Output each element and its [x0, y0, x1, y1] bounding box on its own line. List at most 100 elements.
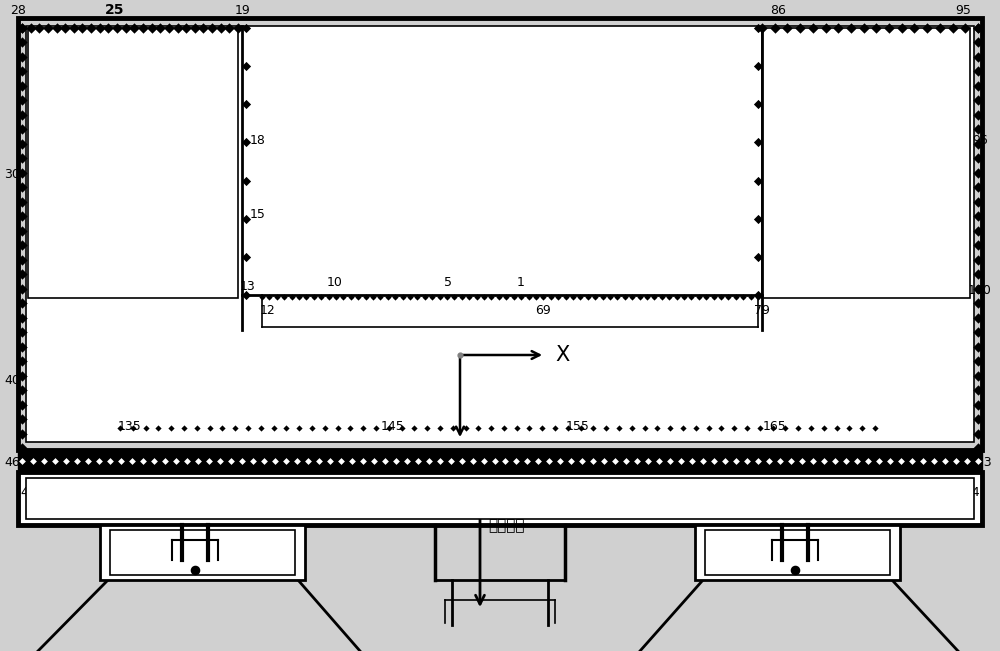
Point — [750, 137, 766, 148]
Point — [25, 456, 41, 466]
Point — [726, 422, 742, 433]
Point — [358, 292, 374, 302]
Point — [14, 341, 30, 352]
Point — [750, 456, 766, 466]
Point — [713, 292, 729, 302]
Bar — [26, 478, 974, 519]
Point — [343, 292, 359, 302]
Point — [565, 292, 581, 302]
Point — [14, 414, 30, 424]
Bar — [705, 530, 890, 575]
Point — [550, 292, 566, 302]
Point — [14, 327, 30, 337]
Point — [14, 385, 30, 395]
Point — [750, 99, 766, 109]
Point — [366, 456, 382, 466]
Point — [112, 422, 128, 433]
Point — [214, 422, 230, 433]
Point — [125, 422, 141, 433]
Text: 155: 155 — [566, 421, 590, 434]
Point — [213, 23, 229, 33]
Point — [640, 456, 656, 466]
Point — [970, 153, 986, 163]
Point — [256, 456, 272, 466]
Point — [970, 456, 986, 466]
Point — [970, 298, 986, 309]
Point — [138, 422, 154, 433]
Point — [432, 422, 448, 433]
Point — [535, 292, 551, 302]
Point — [487, 456, 503, 466]
Point — [14, 356, 30, 367]
Text: 68: 68 — [465, 486, 481, 499]
Point — [698, 292, 714, 302]
Point — [970, 95, 986, 105]
Point — [230, 23, 246, 33]
Point — [240, 422, 256, 433]
Bar — [18, 472, 982, 525]
Point — [245, 456, 261, 466]
Point — [195, 23, 211, 33]
Point — [445, 422, 461, 433]
Point — [381, 422, 397, 433]
Point — [646, 292, 662, 302]
Point — [547, 422, 563, 433]
Point — [541, 456, 557, 466]
Text: 134: 134 — [468, 505, 492, 518]
Point — [970, 211, 986, 221]
Point — [706, 456, 722, 466]
Point — [344, 456, 360, 466]
Point — [728, 292, 744, 302]
Bar — [695, 525, 900, 580]
Point — [238, 61, 254, 72]
Point — [146, 456, 162, 466]
Point — [432, 456, 448, 466]
Point — [204, 23, 220, 33]
Point — [777, 422, 793, 433]
Point — [439, 292, 455, 302]
Point — [58, 456, 74, 466]
Point — [735, 292, 751, 302]
Point — [959, 456, 975, 466]
Point — [23, 23, 39, 33]
Point — [739, 456, 755, 466]
Text: 113: 113 — [968, 456, 992, 469]
Text: 28: 28 — [10, 3, 26, 16]
Point — [80, 456, 96, 466]
Point — [563, 456, 579, 466]
Point — [234, 456, 250, 466]
Point — [585, 422, 601, 433]
Point — [948, 456, 964, 466]
Point — [388, 456, 404, 466]
Point — [163, 422, 179, 433]
Point — [14, 399, 30, 409]
Point — [829, 422, 845, 433]
Point — [654, 292, 670, 302]
Text: 69: 69 — [535, 303, 551, 316]
Text: 114: 114 — [956, 486, 980, 499]
Point — [476, 456, 492, 466]
Text: 13: 13 — [240, 281, 256, 294]
Point — [74, 23, 90, 33]
Point — [377, 456, 393, 466]
Point — [179, 456, 195, 466]
Point — [317, 422, 333, 433]
Point — [805, 23, 821, 33]
Point — [238, 252, 254, 262]
Point — [417, 292, 433, 302]
Point — [970, 443, 986, 453]
Point — [683, 292, 699, 302]
Point — [372, 292, 388, 302]
Point — [661, 292, 677, 302]
Text: 79: 79 — [754, 303, 770, 316]
Point — [355, 422, 371, 433]
Point — [458, 422, 474, 433]
Point — [304, 422, 320, 433]
Point — [521, 292, 537, 302]
Point — [830, 23, 846, 33]
Text: 15: 15 — [250, 208, 266, 221]
Point — [454, 292, 470, 302]
Point — [906, 23, 922, 33]
Point — [790, 422, 806, 433]
Text: 30: 30 — [4, 169, 20, 182]
